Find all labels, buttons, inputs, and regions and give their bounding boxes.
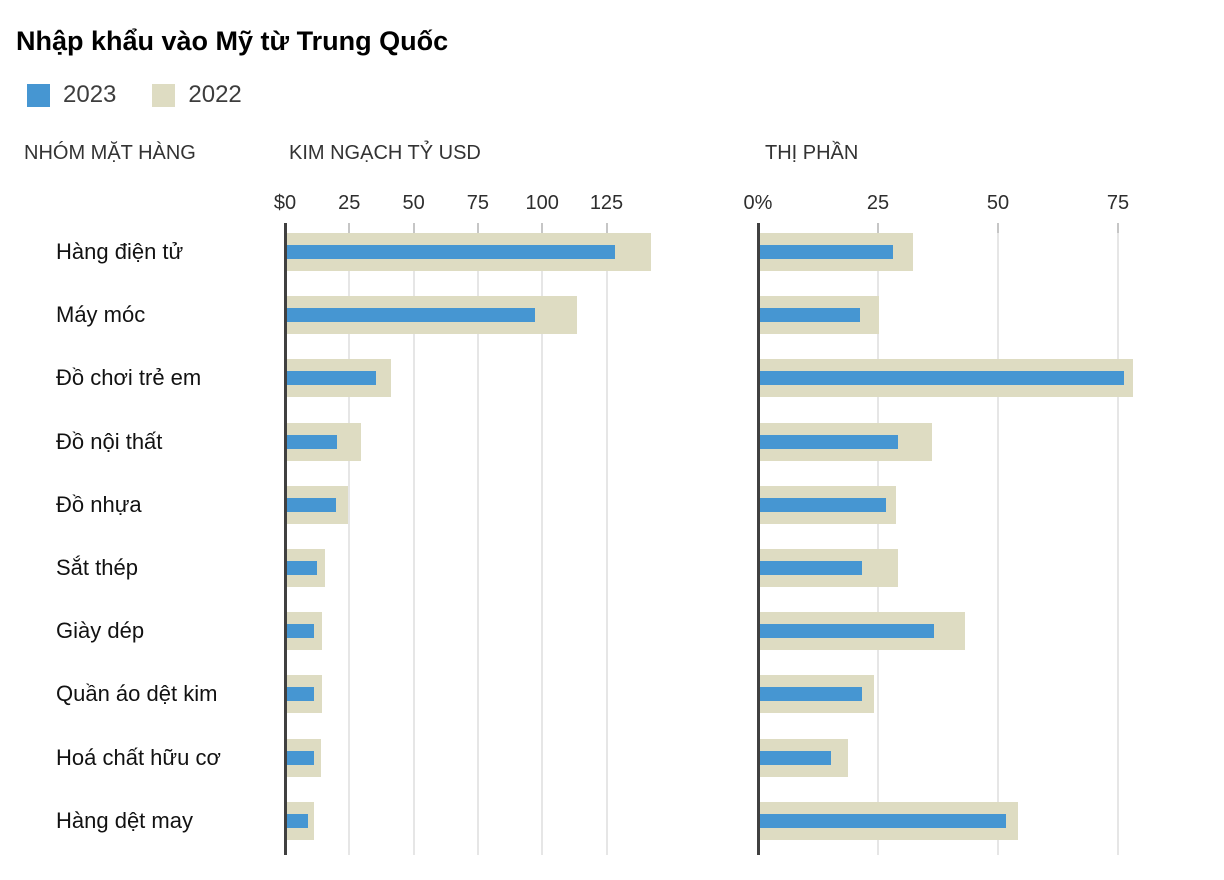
axis-line — [284, 223, 287, 855]
axis-tick — [877, 223, 879, 233]
bar-2023 — [286, 624, 315, 639]
category-label: Đồ chơi trẻ em — [56, 365, 202, 391]
bar-2023 — [286, 813, 308, 828]
axis-tick — [1117, 223, 1119, 233]
column-header-right: THỊ PHẦN — [765, 142, 859, 164]
category-label: Hoá chất hữu cơ — [56, 744, 221, 770]
axis-tick — [348, 223, 351, 233]
bar-2023 — [286, 687, 315, 702]
category-label: Hàng điện tử — [56, 239, 184, 264]
bar-2023 — [286, 561, 317, 575]
gridline — [605, 223, 608, 855]
gridline — [412, 223, 415, 855]
category-label: Máy móc — [56, 302, 146, 328]
gridline — [476, 223, 479, 855]
gridline — [997, 223, 999, 855]
gridline — [877, 223, 879, 855]
axis-tick-label: 0% — [743, 192, 773, 214]
column-header-category: NHÓM MẶT HÀNG — [24, 142, 196, 164]
bar-2023 — [759, 561, 863, 575]
category-label: Đồ nhựa — [56, 491, 142, 517]
axis-tick-label: 50 — [986, 192, 1010, 214]
axis-tick — [412, 223, 415, 233]
bar-2023 — [759, 813, 1007, 828]
axis-tick-label: 50 — [402, 192, 425, 214]
legend: 2023 2022 — [27, 81, 242, 109]
axis-tick — [997, 223, 999, 233]
category-label: Giày dép — [56, 618, 145, 644]
legend-label-2022: 2022 — [188, 81, 242, 108]
axis-tick-label: 125 — [589, 192, 624, 214]
axis-tick — [476, 223, 479, 233]
gridline — [348, 223, 351, 855]
gridline — [541, 223, 544, 855]
axis-tick-label: 25 — [338, 192, 361, 214]
axis-tick-label: 75 — [1106, 192, 1130, 214]
bar-2023 — [759, 308, 860, 323]
legend-label-2023: 2023 — [63, 81, 117, 108]
bar-2023 — [286, 497, 337, 512]
bar-2023 — [286, 371, 377, 386]
category-label: Hàng dệt may — [56, 807, 193, 833]
axis-tick-label: 75 — [466, 192, 490, 214]
bar-2023 — [286, 308, 536, 323]
bar-2023 — [759, 750, 831, 765]
category-label: Đồ nội thất — [56, 428, 163, 454]
bar-2023 — [759, 371, 1124, 386]
gridline — [1117, 223, 1119, 855]
bar-2023 — [759, 624, 935, 639]
axis-line — [757, 223, 760, 855]
bar-2023 — [286, 245, 616, 259]
bar-2023 — [759, 497, 887, 512]
bar-2023 — [759, 245, 894, 259]
axis-tick-label: 100 — [525, 192, 559, 214]
bar-2023 — [759, 687, 863, 702]
column-header-left: KIM NGẠCH TỶ USD — [289, 142, 481, 164]
category-label: Sắt thép — [56, 555, 138, 580]
bar-2023 — [286, 750, 315, 765]
axis-tick — [605, 223, 608, 233]
bar-2023 — [286, 434, 338, 449]
legend-swatch-2023 — [27, 83, 50, 107]
bar-2023 — [759, 434, 899, 449]
legend-swatch-2022 — [152, 83, 176, 107]
axis-tick-label: 25 — [866, 192, 890, 214]
axis-tick-label: $0 — [273, 192, 297, 214]
category-label: Quần áo dệt kim — [56, 681, 218, 707]
axis-tick — [541, 223, 544, 233]
chart-title: Nhập khẩu vào Mỹ từ Trung Quốc — [16, 26, 449, 56]
